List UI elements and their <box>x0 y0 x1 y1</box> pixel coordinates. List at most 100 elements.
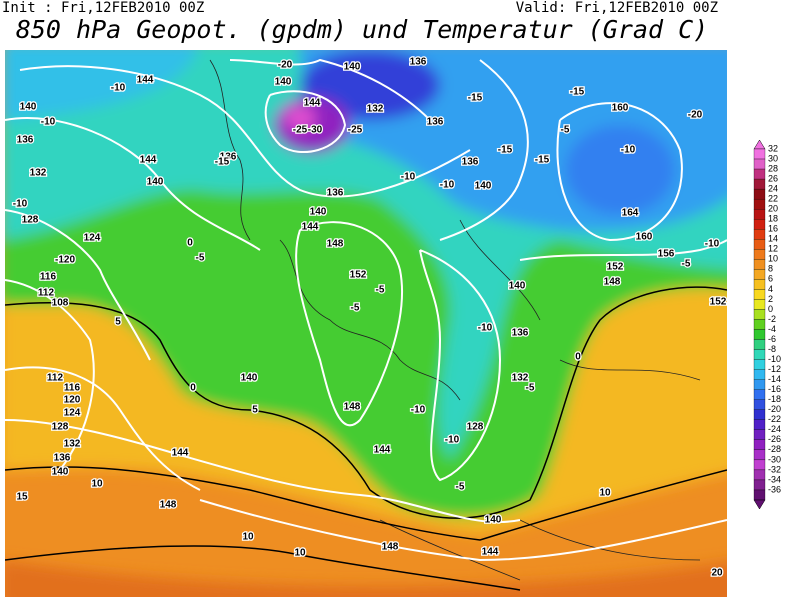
legend-label: 22 <box>768 194 778 204</box>
contour-label: 132 <box>512 373 529 384</box>
legend-swatch <box>753 369 766 380</box>
contour-label: 136 <box>512 328 529 339</box>
cold-core-east <box>565 125 675 215</box>
legend-swatch <box>753 158 766 170</box>
legend-swatch <box>753 259 766 270</box>
legend-swatch <box>753 209 766 220</box>
legend-label: -28 <box>768 444 781 454</box>
legend-swatch <box>753 198 766 210</box>
contour-label: 148 <box>344 402 361 413</box>
contour-label: 5 <box>252 405 258 416</box>
contour-label: -5 <box>682 259 691 270</box>
contour-label: -10 <box>111 83 126 94</box>
legend-swatch <box>753 249 766 260</box>
contour-label: 116 <box>64 383 81 394</box>
contour-label: -10 <box>440 180 455 191</box>
legend-swatch <box>753 309 766 320</box>
legend-label: -30 <box>768 454 781 464</box>
legend-label: -34 <box>768 474 781 484</box>
legend-label: 8 <box>768 264 773 274</box>
legend-label: -22 <box>768 414 781 424</box>
legend-swatch <box>753 469 766 481</box>
contour-label: 140 <box>310 207 327 218</box>
legend-label: 30 <box>768 153 778 163</box>
contour-label: -5 <box>561 125 570 136</box>
legend-label: 18 <box>768 214 778 224</box>
contour-label: 10 <box>294 548 306 559</box>
contour-label: 136 <box>462 157 479 168</box>
legend-label: 12 <box>768 244 778 254</box>
legend-label: -32 <box>768 464 781 474</box>
legend-label: -24 <box>768 424 781 434</box>
contour-label: 140 <box>241 373 258 384</box>
contour-label: -15 <box>570 87 585 98</box>
legend-label: 28 <box>768 163 778 173</box>
legend-swatch <box>753 178 766 190</box>
legend-swatch <box>753 339 766 350</box>
contour-label: -5 <box>351 303 360 314</box>
valid-time: Valid: Fri,12FEB2010 00Z <box>516 0 718 16</box>
contour-label: 148 <box>327 239 344 250</box>
contour-label: 140 <box>275 77 292 88</box>
legend-swatch <box>753 279 766 290</box>
legend-swatch <box>753 459 766 471</box>
legend-label: 4 <box>768 284 773 294</box>
legend-swatch <box>753 489 766 501</box>
contour-label: -10 <box>13 199 28 210</box>
legend-label: -10 <box>768 354 781 364</box>
legend-swatch <box>753 389 766 400</box>
contour-label: -15 <box>498 145 513 156</box>
legend-label: 26 <box>768 173 778 183</box>
contour-label: -10 <box>41 117 56 128</box>
legend-label: -20 <box>768 404 781 414</box>
contour-label: 0 <box>575 352 581 363</box>
contour-label: 124 <box>84 233 101 244</box>
legend-label: -2 <box>768 314 776 324</box>
init-time: Init : Fri,12FEB2010 00Z <box>2 0 204 16</box>
contour-label: -30 <box>308 125 323 136</box>
legend-swatch <box>753 219 766 230</box>
legend-swatch <box>753 359 766 370</box>
contour-label: -5 <box>196 253 205 264</box>
legend-swatch <box>753 449 766 461</box>
contour-label: 116 <box>40 272 57 283</box>
contour-label: 144 <box>172 448 189 459</box>
legend-label: -16 <box>768 384 781 394</box>
contour-label: 144 <box>374 445 391 456</box>
legend-swatch <box>753 349 766 360</box>
contour-label: 132 <box>367 104 384 115</box>
legend-label: 24 <box>768 183 778 193</box>
legend-swatch <box>753 479 766 491</box>
legend-label: 6 <box>768 274 773 284</box>
legend-swatch <box>753 319 766 330</box>
contour-label: -25 <box>293 125 308 136</box>
map-labels: 144 140 -10 -10 136 132 144 140 -10 128 124 -120 116… <box>12 55 727 580</box>
legend-label: 10 <box>768 254 778 264</box>
contour-label: 10 <box>91 479 103 490</box>
coastlines <box>209 59 701 581</box>
contour-label: -15 <box>535 155 550 166</box>
legend-label: -36 <box>768 484 781 494</box>
contour-label: 108 <box>52 298 69 309</box>
pink-core <box>284 106 316 130</box>
contour-label: 164 <box>622 208 639 219</box>
contour-label: 0 <box>190 383 196 394</box>
contour-label: -10 <box>621 145 636 156</box>
contour-label: 5 <box>115 317 121 328</box>
contour-label: 128 <box>22 215 39 226</box>
contour-label: 136 <box>410 57 427 68</box>
legend-swatch <box>753 188 766 200</box>
legend-swatch <box>753 239 766 250</box>
contour-label: 10 <box>242 532 254 543</box>
contour-label: -15 <box>215 157 230 168</box>
legend-swatch <box>753 409 766 420</box>
legend-swatch <box>753 429 766 440</box>
contour-label: 140 <box>475 181 492 192</box>
contour-label: -20 <box>278 60 293 71</box>
contour-label: 152 <box>607 262 624 273</box>
contour-label: 156 <box>658 249 675 260</box>
legend-label: -4 <box>768 324 776 334</box>
legend-label: 16 <box>768 224 778 234</box>
contour-label: 144 <box>140 155 157 166</box>
